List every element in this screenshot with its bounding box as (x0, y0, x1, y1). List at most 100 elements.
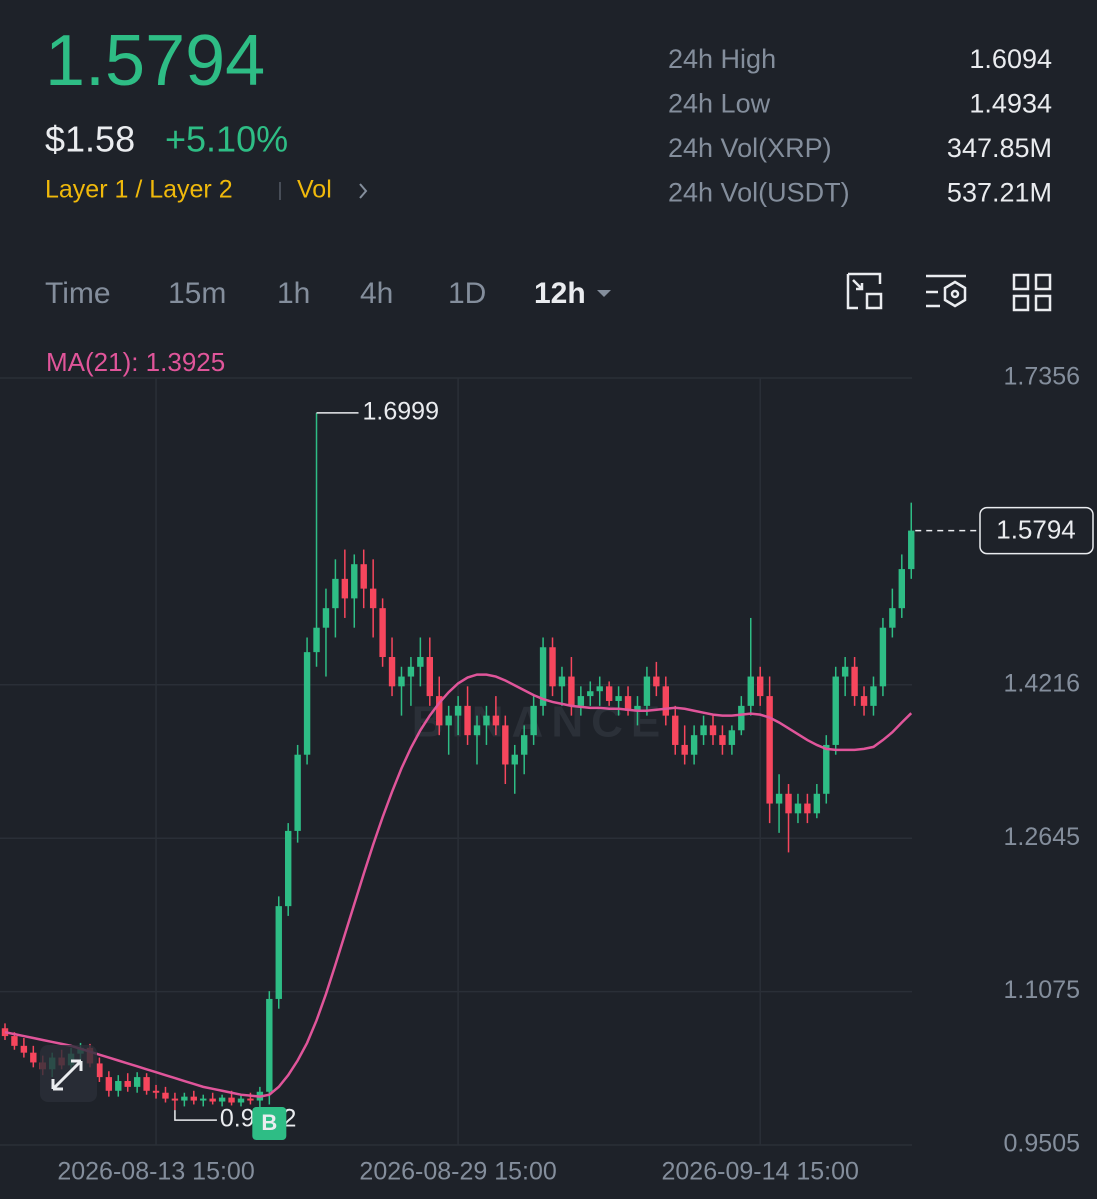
tab[interactable]: 12h (534, 277, 586, 310)
tab[interactable]: 1D (448, 277, 486, 310)
candle-body (313, 627, 320, 653)
x-tick-label: 2026-08-13 15:00 (57, 1158, 254, 1186)
stat-label: 24h Low (668, 89, 771, 119)
change: +5.10% (165, 119, 288, 160)
last-price: 1.5794 (45, 21, 265, 101)
candle-body (228, 1097, 235, 1103)
tabs: Time 15m 1h 4h 1D 12h (45, 277, 611, 310)
candle-body (492, 715, 500, 726)
tab[interactable]: Time (45, 277, 111, 310)
candle-body (473, 725, 481, 736)
candle-body (322, 608, 330, 628)
candle-body (115, 1081, 122, 1091)
buy-marker (252, 1107, 287, 1140)
price-box-label: 1.5794 (996, 514, 1076, 544)
tab[interactable]: 15m (168, 277, 226, 310)
candle-body (511, 754, 518, 765)
stat-value: 537.21M (947, 178, 1052, 208)
candle-body (247, 1098, 254, 1101)
stat-label: 24h Vol(USDT) (668, 178, 850, 208)
dropdown-caret (597, 290, 611, 297)
candle-body (889, 608, 896, 628)
ma-label: MA(21): 1.3925 (46, 347, 225, 377)
candle-body (209, 1098, 216, 1102)
candle-body (369, 588, 377, 609)
candle-body (775, 793, 783, 804)
price-box (979, 506, 1094, 555)
candle-body (521, 735, 528, 755)
candle-body (539, 647, 547, 706)
candle-body (190, 1096, 197, 1101)
candle-body (360, 564, 367, 589)
candle-body (351, 564, 358, 599)
fullscreen-icon[interactable] (846, 272, 883, 310)
chevron (359, 183, 368, 199)
candle-body (851, 666, 858, 697)
candle-body (879, 627, 887, 687)
candle-body (181, 1096, 188, 1101)
candle-body (558, 676, 566, 687)
candle-body (483, 715, 490, 726)
candle-body (285, 830, 292, 907)
candle-body (379, 608, 386, 658)
candle-body (728, 730, 736, 745)
x-tick-label: 2026-09-14 15:00 (662, 1158, 859, 1186)
candle-body (841, 666, 849, 677)
candle-body (690, 735, 698, 755)
y-tick-label: 1.1075 (1004, 976, 1080, 1004)
candle-body (624, 696, 632, 711)
candle-body (502, 725, 509, 765)
tab[interactable]: 4h (360, 277, 393, 310)
candle-body (596, 686, 603, 692)
stat-label: 24h Vol(XRP) (668, 133, 832, 163)
usd-price: $1.58 (45, 119, 135, 160)
candle-body (388, 657, 396, 687)
candle-body (794, 803, 802, 814)
candle-body (417, 657, 424, 667)
candle-body (530, 705, 537, 736)
settings-icon[interactable] (926, 274, 967, 308)
high-label: 1.6999 (363, 397, 439, 425)
candle-body (30, 1052, 37, 1063)
y-tick-label: 1.4216 (1004, 669, 1080, 697)
candle-body (615, 696, 622, 701)
candle-body (766, 696, 773, 804)
candle-body (20, 1045, 28, 1053)
candle-body (738, 705, 745, 731)
candle-body (294, 754, 301, 831)
candle-body (605, 686, 613, 701)
candle-body (813, 793, 821, 814)
candle-body (785, 793, 792, 814)
candle-body (266, 998, 273, 1092)
candle-body (643, 676, 651, 706)
candle-body (445, 715, 452, 726)
tag[interactable]: Layer 1 / Layer 2 (45, 176, 233, 204)
candle-body (171, 1098, 179, 1101)
candle-body (237, 1098, 245, 1103)
candle-body (804, 803, 811, 814)
candle-body (341, 578, 349, 599)
candle-body (860, 696, 868, 706)
stats: 24h High 1.6094 24h Low 1.4934 24h Vol(XRP) 3… (668, 44, 1052, 208)
candle-body (719, 735, 726, 745)
x-tick-label: 2026-08-29 15:00 (359, 1158, 556, 1186)
y-tick-label: 1.2645 (1004, 823, 1080, 851)
candle-body (568, 676, 575, 706)
candle-body (747, 676, 754, 706)
stat-value: 347.85M (947, 133, 1052, 163)
layout-icon[interactable] (1012, 273, 1052, 312)
tab[interactable]: 1h (277, 277, 310, 310)
buy-marker-label: B (261, 1110, 277, 1135)
ma-line (4, 673, 913, 1098)
candle-body (332, 578, 339, 609)
candle-body (218, 1097, 226, 1102)
candle-body (143, 1077, 150, 1091)
candle-body (587, 691, 594, 697)
candle-body (436, 696, 443, 726)
expand-button[interactable] (40, 1045, 97, 1102)
candle-body (464, 705, 471, 736)
divider (279, 182, 281, 200)
y-tick-label: 0.9505 (1004, 1130, 1080, 1158)
vol-tag[interactable]: Vol (297, 176, 332, 204)
